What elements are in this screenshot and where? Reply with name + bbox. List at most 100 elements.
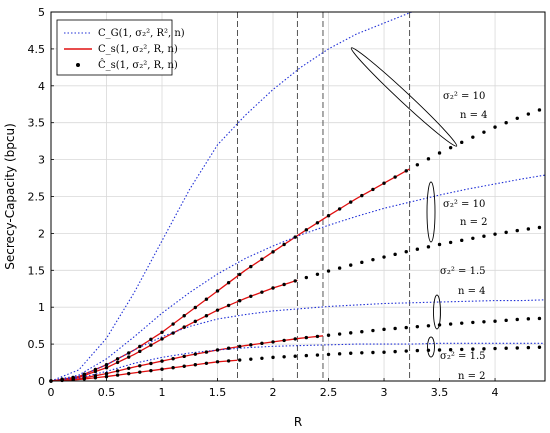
- approx-capacity-point-s2-10-n-2: [404, 250, 408, 254]
- approx-capacity-point-s2-1-5-n-2: [304, 353, 309, 358]
- approx-capacity-point-s2-1-5-n-2: [482, 347, 486, 351]
- approx-capacity-point-s2-10-n-4: [115, 357, 120, 361]
- approx-capacity-point-s2-10-n-4: [304, 228, 309, 232]
- approx-capacity-point-s2-10-n-2: [360, 260, 364, 265]
- approx-capacity-point-s2-10-n-4: [293, 235, 297, 239]
- approx-capacity-point-s2-1-5-n-2: [160, 367, 164, 371]
- y-axis-title: Secrecy-Capacity (bpcu): [3, 123, 17, 270]
- y-tick-label: 4.5: [28, 43, 46, 56]
- approx-capacity-point-s2-1-5-n-2: [282, 355, 286, 359]
- approx-capacity-point-s2-10-n-4: [349, 200, 353, 204]
- approx-capacity-point-s2-1-5-n-2: [371, 350, 375, 355]
- approx-capacity-point-s2-1-5-n-4: [460, 321, 464, 325]
- approx-capacity-point-s2-10-n-4: [226, 281, 231, 285]
- approx-capacity-point-s2-1-5-n-2: [349, 351, 353, 355]
- approx-capacity-point-s2-1-5-n-2: [437, 348, 442, 352]
- approx-capacity-point-s2-10-n-2: [115, 360, 120, 365]
- approx-capacity-point-s2-10-n-2: [160, 337, 164, 341]
- dots-layer: [49, 108, 542, 383]
- approx-capacity-point-s2-10-n-4: [249, 264, 253, 269]
- approx-capacity-point-s2-10-n-4: [193, 305, 198, 310]
- approx-capacity-point-s2-10-n-4: [404, 169, 408, 173]
- approx-capacity-point-s2-1-5-n-4: [504, 318, 508, 323]
- approx-capacity-point-s2-10-n-2: [93, 369, 98, 374]
- approx-capacity-point-s2-10-n-2: [426, 245, 431, 249]
- approx-capacity-point-s2-1-5-n-4: [526, 317, 531, 321]
- approx-capacity-point-s2-10-n-4: [504, 121, 508, 125]
- approx-capacity-point-s2-10-n-2: [460, 238, 464, 243]
- approx-capacity-point-s2-1-5-n-2: [249, 357, 253, 361]
- approx-capacity-point-s2-10-n-4: [127, 351, 131, 355]
- approx-capacity-point-s2-10-n-4: [215, 289, 220, 293]
- approx-capacity-point-s2-10-n-4: [460, 140, 464, 145]
- legend-label-approx: Ĉ_s(1, σ₂², R, n): [98, 59, 178, 71]
- exact-capacity-line-s2-1-5-n-2: [50, 359, 238, 382]
- approx-capacity-point-s2-10-n-4: [271, 250, 275, 254]
- approx-capacity-point-s2-1-5-n-4: [204, 350, 209, 354]
- approx-capacity-point-s2-10-n-4: [448, 145, 453, 150]
- approx-capacity-point-s2-1-5-n-4: [238, 344, 242, 349]
- approx-capacity-point-s2-10-n-4: [515, 116, 519, 120]
- approx-capacity-point-s2-1-5-n-4: [193, 352, 198, 356]
- approx-capacity-point-s2-10-n-2: [282, 282, 286, 287]
- approx-capacity-point-s2-10-n-4: [526, 112, 531, 116]
- approx-capacity-point-s2-10-n-4: [149, 337, 153, 342]
- approx-capacity-point-s2-1-5-n-4: [382, 327, 386, 332]
- ellipse-marker-s2-10-n4: [350, 47, 458, 147]
- approx-capacity-point-s2-1-5-n-4: [315, 334, 320, 339]
- y-tick-label: 3.5: [28, 117, 46, 130]
- x-tick-label: 0.5: [98, 386, 116, 399]
- approx-capacity-point-s2-10-n-4: [426, 157, 431, 161]
- approx-capacity-point-s2-10-n-2: [326, 269, 331, 273]
- annotation-s2-1.5-n2-variance: σ₂² = 1.5: [440, 351, 485, 362]
- approx-capacity-point-s2-1-5-n-4: [349, 331, 353, 335]
- approx-capacity-point-s2-1-5-n-2: [326, 352, 331, 357]
- approx-capacity-point-s2-10-n-4: [104, 363, 109, 367]
- tick-layer: 0 0.5 1 1.5 2 2.5 3 3.5 4 0 0.5 1 1.5 2 2.5 3 3.5 4 4.5 5: [28, 6, 499, 399]
- approx-capacity-point-s2-10-n-2: [171, 331, 175, 335]
- approx-capacity-point-s2-1-5-n-2: [404, 349, 408, 353]
- approx-capacity-point-s2-1-5-n-4: [138, 364, 142, 368]
- approx-capacity-point-s2-1-5-n-2: [293, 354, 297, 358]
- approx-capacity-point-s2-1-5-n-2: [149, 368, 153, 373]
- approx-capacity-point-s2-1-5-n-4: [404, 325, 408, 330]
- legend: C_G(1, σ₂², R², n) C_s(1, σ₂², R, n) Ĉ_s…: [56, 19, 185, 76]
- approx-capacity-point-s2-1-5-n-4: [371, 328, 375, 333]
- approx-capacity-point-s2-10-n-4: [182, 314, 186, 318]
- y-tick-label: 1: [38, 301, 45, 314]
- approx-capacity-point-s2-1-5-n-2: [138, 370, 142, 374]
- approx-capacity-point-s2-10-n-2: [182, 325, 186, 329]
- annotation-s2-1.5-n4-n: n = 4: [458, 286, 486, 297]
- approx-capacity-point-s2-1-5-n-4: [115, 369, 120, 373]
- approx-capacity-point-s2-10-n-2: [382, 255, 386, 259]
- approx-capacity-point-s2-10-n-2: [204, 314, 209, 318]
- annotation-s2-1.5-n2-n: n = 2: [458, 371, 486, 382]
- approx-capacity-point-s2-10-n-4: [282, 242, 286, 247]
- approx-capacity-point-s2-10-n-4: [393, 175, 397, 179]
- legend-box: [56, 19, 173, 76]
- approx-capacity-point-s2-1-5-n-4: [304, 335, 309, 340]
- approx-capacity-point-s2-1-5-n-2: [393, 349, 397, 354]
- approx-capacity-point-s2-1-5-n-2: [82, 377, 87, 381]
- approx-capacity-point-s2-10-n-2: [127, 355, 131, 359]
- approx-capacity-point-s2-1-5-n-2: [238, 358, 242, 362]
- approx-capacity-point-s2-1-5-n-2: [315, 353, 320, 357]
- x-tick-label: 1.5: [209, 386, 227, 399]
- approx-capacity-point-s2-10-n-2: [138, 349, 142, 354]
- approx-capacity-point-s2-10-n-4: [493, 125, 497, 129]
- approx-capacity-point-s2-1-5-n-2: [271, 355, 275, 360]
- vertical-dashed-lines: [236, 12, 411, 381]
- gaussian-bound-line-s2-1-5-n-2: [50, 342, 545, 382]
- approx-capacity-point-s2-10-n-2: [515, 228, 519, 233]
- approx-capacity-point-s2-1-5-n-4: [471, 320, 475, 325]
- approx-capacity-point-s2-10-n-2: [304, 275, 309, 280]
- approx-capacity-point-s2-10-n-2: [415, 247, 420, 251]
- approx-capacity-point-s2-1-5-n-4: [426, 324, 431, 328]
- x-tick-label: 3.5: [431, 386, 449, 399]
- approx-capacity-point-s2-1-5-n-2: [382, 350, 386, 354]
- x-tick-label: 4: [492, 386, 499, 399]
- approx-capacity-point-s2-1-5-n-4: [326, 333, 331, 337]
- approx-capacity-point-s2-10-n-4: [315, 221, 320, 225]
- approx-capacity-point-s2-10-n-2: [104, 366, 109, 370]
- legend-label-exact: C_s(1, σ₂², R, n): [98, 44, 178, 55]
